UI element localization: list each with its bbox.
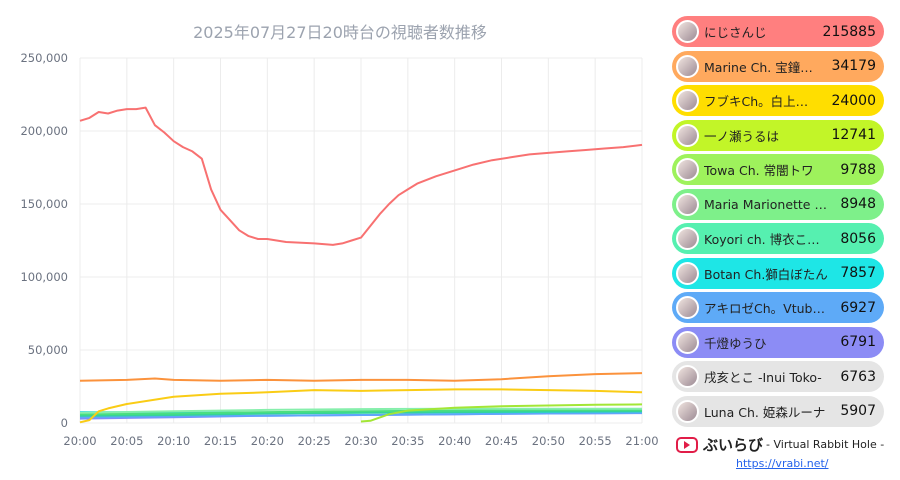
series-line [79, 388, 643, 424]
ranking-name: Botan Ch.獅白ぼたん [704, 266, 828, 282]
avatar [676, 330, 699, 354]
ranking-value: 34179 [831, 58, 876, 74]
ranking-value: 7857 [840, 265, 876, 281]
ranking-row: 戌亥とこ -Inui Toko- 6763 [672, 361, 884, 392]
chart-title: 2025年07月27日20時台の視聴者数推移 [193, 23, 487, 42]
play-logo-icon [676, 436, 698, 453]
ranking-row: アキロゼCh。Vtub… 6927 [672, 292, 884, 323]
ranking-name: Marine Ch. 宝鐘… [704, 59, 813, 75]
ranking-name: アキロゼCh。Vtub… [704, 301, 825, 316]
avatar [676, 399, 699, 423]
ranking-value: 6791 [840, 334, 876, 350]
avatar [676, 54, 699, 78]
series-layer [79, 106, 643, 424]
y-tick-label: 50,000 [28, 343, 68, 357]
y-tick-label: 0 [61, 416, 68, 430]
y-tick-label: 150,000 [20, 197, 68, 211]
ranking-value: 8948 [840, 196, 876, 212]
series-line [79, 410, 643, 417]
y-tick-label: 250,000 [20, 51, 68, 65]
ranking-row: 一ノ瀬うるは 12741 [672, 119, 884, 151]
ranking-row: 千燈ゆうひ 6791 [672, 326, 884, 358]
ranking-value: 6763 [840, 368, 876, 385]
ranking-name: 千燈ゆうひ [704, 335, 767, 351]
series-line [79, 411, 643, 419]
series-line [79, 408, 643, 416]
brand-subtitle: - Virtual Rabbit Hole - [766, 438, 885, 451]
grid-layer [79, 57, 643, 424]
avatar [676, 192, 699, 216]
x-tick-label: 20:10 [157, 434, 190, 448]
x-tick-label: 20:20 [251, 434, 284, 448]
series-line [79, 372, 643, 382]
series-line [360, 403, 643, 423]
ranking-row: Luna Ch. 姫森ルーナ 5907 [672, 395, 884, 427]
ranking-name: にじさんじ [704, 25, 767, 40]
avatar [676, 158, 699, 181]
ranking-row: Towa Ch. 常闇トワ 9788 [672, 154, 884, 185]
series-line [79, 106, 643, 246]
x-tick-label: 21:00 [625, 434, 658, 448]
tick-layer: 0 50,000 100,000 150,000 200,000 250,000 20:00… [20, 51, 658, 448]
brand-row: ぶいらび - Virtual Rabbit Hole - [676, 434, 896, 455]
x-tick-label: 20:35 [391, 434, 424, 448]
ranking-row: フブキCh。白上… 24000 [672, 85, 884, 116]
ranking-panel: にじさんじ 215885 Marine Ch. 宝鐘… 34179 フブキCh。白上… 2… [672, 16, 886, 430]
ranking-value: 5907 [840, 403, 876, 419]
avatar [676, 123, 699, 147]
ranking-name: 戌亥とこ -Inui Toko- [704, 370, 822, 385]
x-tick-label: 20:25 [298, 434, 331, 448]
ranking-value: 8056 [840, 230, 876, 247]
y-tick-label: 200,000 [20, 124, 68, 138]
avatar [676, 89, 699, 112]
avatar [676, 227, 699, 250]
x-tick-label: 20:30 [344, 434, 377, 448]
ranking-name: Luna Ch. 姫森ルーナ [704, 404, 826, 420]
footer: ぶいらび - Virtual Rabbit Hole - https://vra… [676, 434, 896, 470]
ranking-name: Koyori ch. 博衣こ… [704, 232, 820, 247]
x-tick-label: 20:00 [63, 434, 96, 448]
ranking-value: 9788 [840, 161, 876, 178]
x-tick-label: 20:40 [438, 434, 471, 448]
ranking-row: Maria Marionette … 8948 [672, 188, 884, 220]
ranking-row: Botan Ch.獅白ぼたん 7857 [672, 257, 884, 289]
x-tick-label: 20:45 [485, 434, 518, 448]
x-tick-label: 20:15 [204, 434, 237, 448]
x-tick-label: 20:05 [110, 434, 143, 448]
x-tick-label: 20:55 [579, 434, 612, 448]
ranking-name: Maria Marionette … [704, 196, 827, 212]
ranking-value: 24000 [831, 92, 876, 109]
avatar [676, 20, 699, 43]
avatar [676, 296, 699, 319]
avatar [676, 261, 699, 285]
ranking-value: 12741 [831, 127, 876, 143]
ranking-row: Marine Ch. 宝鐘… 34179 [672, 50, 884, 82]
ranking-value: 215885 [822, 23, 876, 40]
ranking-row: にじさんじ 215885 [672, 16, 884, 47]
x-tick-label: 20:50 [532, 434, 565, 448]
series-line [79, 407, 643, 414]
ranking-value: 6927 [840, 299, 876, 316]
ranking-name: 一ノ瀬うるは [704, 128, 780, 144]
ranking-name: Towa Ch. 常闇トワ [704, 163, 814, 178]
ranking-name: フブキCh。白上… [704, 94, 809, 109]
brand-name: ぶいらび [703, 436, 764, 454]
site-link[interactable]: https://vrabi.net/ [736, 457, 829, 470]
y-tick-label: 100,000 [20, 270, 68, 284]
ranking-row: Koyori ch. 博衣こ… 8056 [672, 223, 884, 254]
avatar [676, 365, 699, 388]
